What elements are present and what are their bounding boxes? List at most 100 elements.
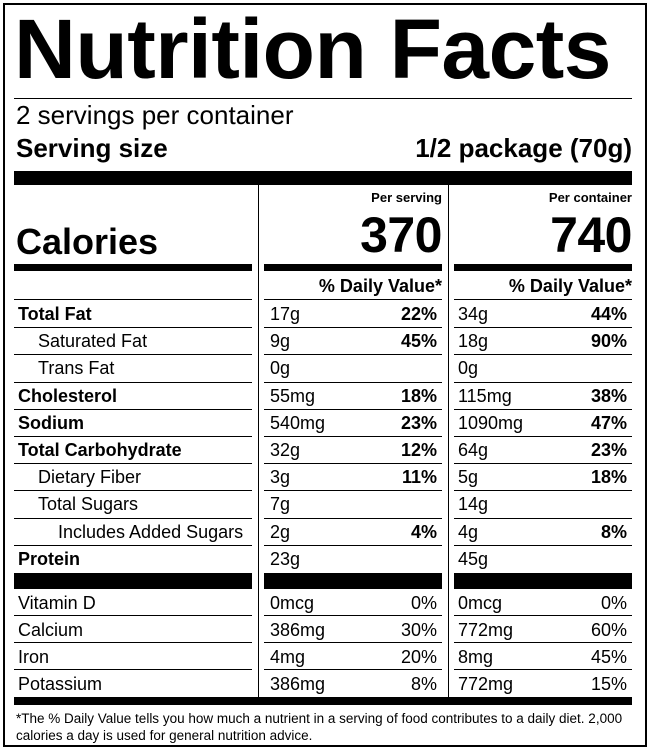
row-divider (454, 299, 632, 300)
row-divider (14, 327, 252, 328)
serving-amount: 0g (270, 358, 291, 378)
serving-amount: 3g (270, 467, 291, 487)
serving-daily-value: 11% (401, 467, 437, 487)
serving-amount: 55mg (270, 386, 316, 406)
row-divider (264, 669, 442, 670)
nutrient-name: Total Fat (18, 304, 92, 324)
container-amount: 772mg (458, 620, 514, 640)
row-divider (264, 642, 442, 643)
nutrient-name: Cholesterol (18, 386, 118, 406)
daily-value-header: % Daily Value* (508, 276, 632, 296)
nutrient-name: Total Sugars (38, 494, 139, 514)
per-serving-header: Per serving (371, 190, 442, 205)
serving-daily-value: 23% (400, 413, 437, 433)
row-divider (454, 490, 632, 491)
thick-divider (454, 573, 632, 589)
row-divider (264, 299, 442, 300)
serving-daily-value: 22% (400, 304, 437, 324)
row-divider (454, 518, 632, 519)
serving-daily-value: 0% (410, 593, 437, 613)
row-divider (264, 327, 442, 328)
row-divider (264, 490, 442, 491)
row-divider (264, 409, 442, 410)
row-divider (14, 436, 252, 437)
vitamin-name: Potassium (18, 674, 103, 694)
row-divider (454, 436, 632, 437)
vitamin-name: Iron (18, 647, 50, 667)
row-divider (14, 669, 252, 670)
row-divider (14, 642, 252, 643)
label-title: Nutrition Facts (14, 2, 611, 96)
daily-value-footnote: *The % Daily Value tells you how much a … (16, 711, 623, 743)
row-divider (14, 615, 252, 616)
serving-size-label: Serving size (16, 133, 168, 163)
nutrient-name: Includes Added Sugars (58, 522, 244, 542)
serving-daily-value: 8% (410, 674, 437, 694)
row-divider (14, 299, 252, 300)
thick-divider (14, 697, 632, 705)
serving-amount: 540mg (270, 413, 326, 433)
container-amount: 0g (458, 358, 479, 378)
container-daily-value: 90% (590, 331, 627, 351)
container-daily-value: 60% (590, 620, 627, 640)
row-divider (454, 327, 632, 328)
container-daily-value: 38% (590, 386, 627, 406)
row-divider (264, 463, 442, 464)
serving-amount: 23g (270, 549, 301, 569)
serving-daily-value: 30% (400, 620, 437, 640)
serving-amount: 7g (270, 494, 291, 514)
thick-divider (14, 171, 632, 185)
serving-amount: 32g (270, 440, 301, 460)
row-divider (264, 615, 442, 616)
serving-daily-value: 45% (400, 331, 437, 351)
row-divider (454, 409, 632, 410)
nutrient-name: Sodium (18, 413, 84, 433)
serving-size-value: 1/2 package (70g) (415, 133, 632, 163)
serving-daily-value: 12% (400, 440, 437, 460)
container-amount: 115mg (458, 386, 512, 406)
container-amount: 1090mg (458, 413, 524, 433)
nutrient-name: Total Carbohydrate (18, 440, 182, 460)
thick-divider (14, 573, 252, 589)
container-daily-value: 0% (600, 593, 627, 613)
serving-daily-value: 20% (400, 647, 437, 667)
nutrient-name: Dietary Fiber (38, 467, 142, 487)
servings-per-container: 2 servings per container (16, 100, 294, 130)
row-divider (264, 545, 442, 546)
calories-per-serving: 370 (360, 207, 442, 263)
calories-bar (14, 264, 252, 271)
row-divider (14, 382, 252, 383)
daily-value-header: % Daily Value* (318, 276, 442, 296)
vitamin-name: Vitamin D (18, 593, 96, 613)
calories-bar (454, 264, 632, 271)
serving-amount: 4mg (270, 647, 306, 667)
serving-daily-value: 18% (400, 386, 437, 406)
container-amount: 34g (458, 304, 489, 324)
row-divider (14, 545, 252, 546)
column-divider (448, 185, 449, 697)
calories-per-container: 740 (550, 207, 632, 263)
per-container-header: Per container (548, 190, 632, 205)
container-amount: 0mcg (458, 593, 503, 613)
container-daily-value: 15% (590, 674, 627, 694)
container-amount: 18g (458, 331, 489, 351)
nutrient-name: Protein (18, 549, 81, 569)
serving-amount: 2g (270, 522, 291, 542)
calories-label: Calories (16, 221, 159, 262)
row-divider (454, 382, 632, 383)
serving-amount: 0mcg (270, 593, 315, 613)
serving-amount: 17g (270, 304, 301, 324)
container-daily-value: 23% (590, 440, 627, 460)
row-divider (14, 490, 252, 491)
serving-amount: 386mg (270, 620, 326, 640)
container-daily-value: 47% (590, 413, 627, 433)
row-divider (264, 382, 442, 383)
row-divider (14, 463, 252, 464)
serving-amount: 386mg (270, 674, 326, 694)
row-divider (14, 518, 252, 519)
nutrition-label (3, 3, 647, 747)
row-divider (454, 545, 632, 546)
row-divider (264, 518, 442, 519)
container-daily-value: 45% (590, 647, 627, 667)
container-amount: 8mg (458, 647, 494, 667)
